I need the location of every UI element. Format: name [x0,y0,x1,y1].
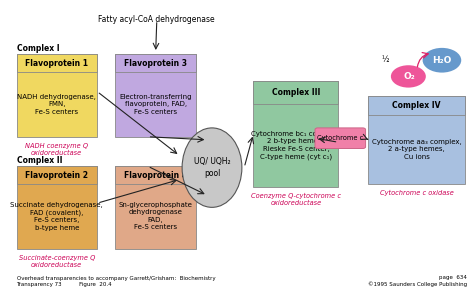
Text: ½: ½ [381,55,389,64]
Text: NADH dehydrogenase,
FMN,
Fe-S centers: NADH dehydrogenase, FMN, Fe-S centers [18,94,96,115]
Ellipse shape [182,128,242,207]
Text: Cytochrome bc₁ complex,
2 b-type hemes,
Rieske Fe-S center,
C-type heme (cyt c₁): Cytochrome bc₁ complex, 2 b-type hemes, … [251,131,341,160]
Text: Flavoprotein 1: Flavoprotein 1 [25,59,88,68]
FancyBboxPatch shape [115,54,196,137]
FancyBboxPatch shape [17,166,97,184]
Text: Cytochrome c oxidase: Cytochrome c oxidase [380,190,454,196]
Text: Overhead transparencies to accompany Garrett/Grisham:  Biochemistry
Transparency: Overhead transparencies to accompany Gar… [17,276,215,287]
FancyBboxPatch shape [254,81,338,187]
Text: O₂: O₂ [403,72,415,81]
Text: Complex I: Complex I [17,44,59,53]
Text: Coenzyme Q-cytochrome c
oxidoreductase: Coenzyme Q-cytochrome c oxidoreductase [251,193,341,206]
Text: Complex III: Complex III [272,88,320,97]
Circle shape [423,48,461,72]
Text: Sn-glycerophosphate
dehydrogenase
FAD,
Fe-S centers: Sn-glycerophosphate dehydrogenase FAD, F… [118,202,192,230]
Text: Cytochrome aa₃ complex,
2 a-type hemes,
Cu ions: Cytochrome aa₃ complex, 2 a-type hemes, … [372,139,462,160]
Text: Succinate dehydrogenase,
FAD (covalent),
Fe-S centers,
b-type heme: Succinate dehydrogenase, FAD (covalent),… [10,202,103,231]
FancyBboxPatch shape [315,128,365,148]
FancyBboxPatch shape [115,54,196,72]
Text: UQ/ UQH₂
pool: UQ/ UQH₂ pool [194,157,230,178]
FancyBboxPatch shape [368,96,465,184]
Text: Succinate-coenzyme Q
oxidoreductase: Succinate-coenzyme Q oxidoreductase [18,255,95,268]
Text: page  634
©1995 Saunders College Publishing: page 634 ©1995 Saunders College Publishi… [368,275,467,287]
Text: H₂O: H₂O [432,56,452,65]
FancyBboxPatch shape [17,166,97,249]
FancyBboxPatch shape [17,54,97,72]
Text: Cytochrome c: Cytochrome c [317,135,364,141]
Text: Flavoprotein 2: Flavoprotein 2 [25,170,88,179]
Text: Flavoprotein 4: Flavoprotein 4 [124,170,187,179]
FancyBboxPatch shape [115,166,196,184]
Text: NADH coenzyme Q
oxidoreductase: NADH coenzyme Q oxidoreductase [25,143,88,156]
FancyBboxPatch shape [254,81,338,104]
Text: Fatty acyl-CoA dehydrogenase: Fatty acyl-CoA dehydrogenase [99,15,215,24]
FancyBboxPatch shape [368,96,465,115]
FancyBboxPatch shape [115,166,196,249]
FancyBboxPatch shape [17,54,97,137]
Text: Flavoprotein 3: Flavoprotein 3 [124,59,187,68]
Text: Complex IV: Complex IV [392,100,441,110]
Text: Electron-transferring
flavoprotein, FAD,
Fe-S centers: Electron-transferring flavoprotein, FAD,… [119,94,192,115]
Text: Complex II: Complex II [17,156,62,165]
Circle shape [391,65,426,88]
